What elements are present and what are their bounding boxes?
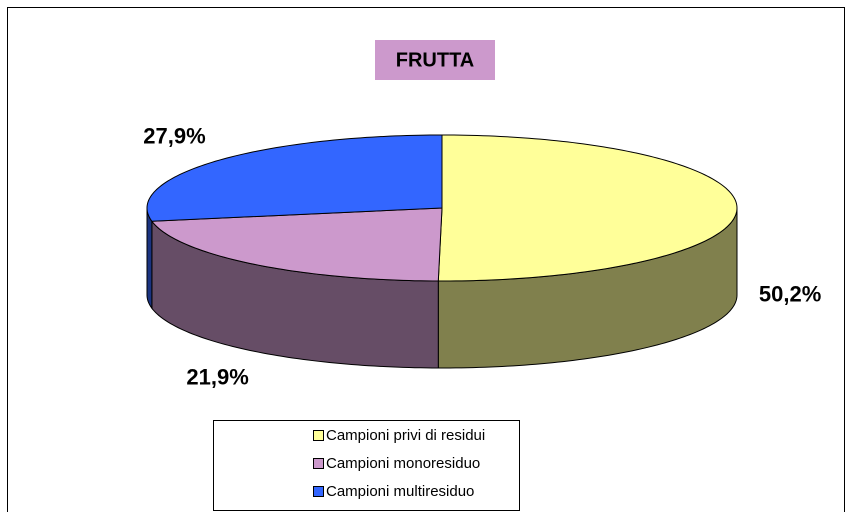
legend-swatch [313,486,324,497]
chart-title: FRUTTA [396,49,475,71]
legend-swatch [313,430,324,441]
pie-side [146,207,153,310]
title-box [375,40,495,80]
data-label: 21,9% [186,365,248,390]
pie: 50,2% 21,9% 27,9% [143,124,821,390]
pie-slice [150,207,443,282]
legend-label: Campioni multiresiduo [326,483,474,500]
legend-items: Campioni privi di residui Campioni monore… [313,427,485,500]
pie-slice [146,134,443,222]
data-label: 27,9% [143,124,205,149]
legend-label: Campioni privi di residui [326,427,485,444]
data-label: 50,2% [759,282,821,307]
legend-label: Campioni monoresiduo [326,455,480,472]
pie-slice [437,134,738,282]
legend-swatch [313,458,324,469]
legend [213,420,520,511]
